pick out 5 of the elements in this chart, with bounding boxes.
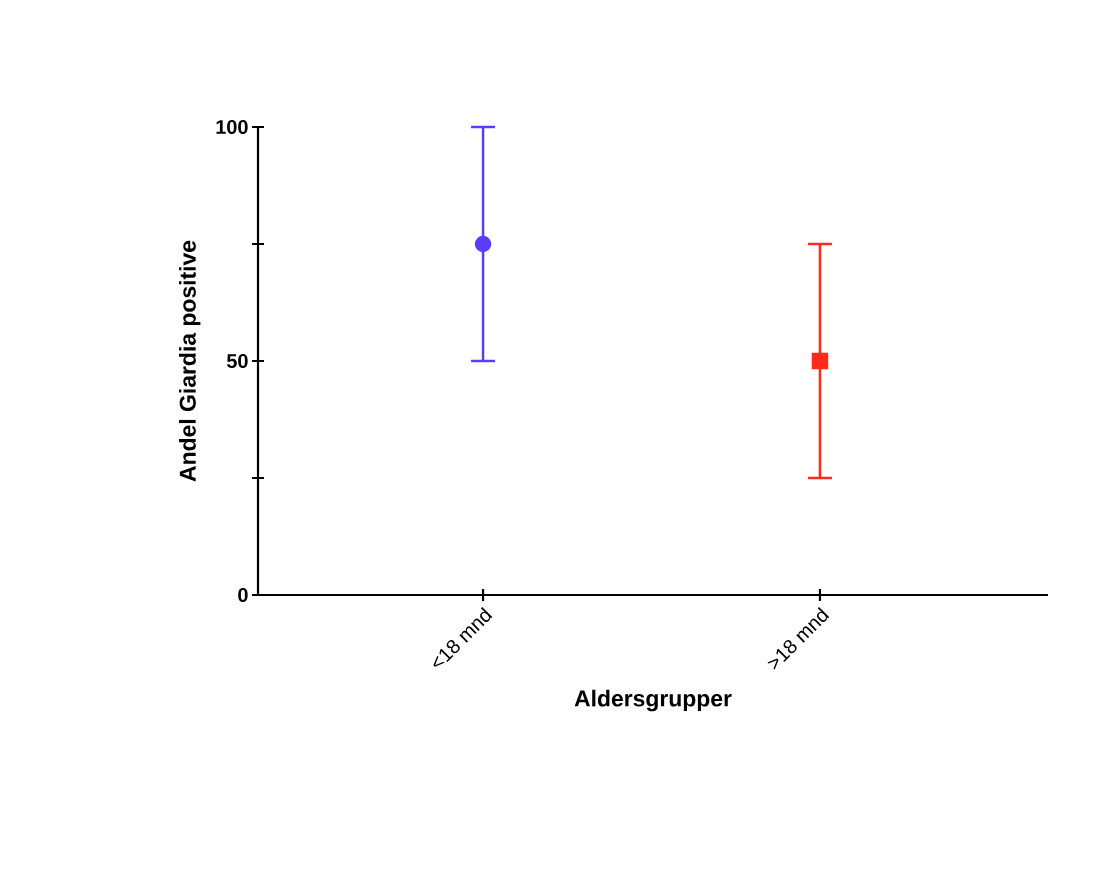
y-tick-label: 0 (238, 587, 248, 603)
x-axis-title: Aldersgrupper (574, 689, 732, 712)
y-tick-label: 100 (216, 119, 248, 135)
y-axis-title: Andel Giardia positive (179, 240, 201, 482)
y-tick-label: 50 (226, 353, 248, 369)
